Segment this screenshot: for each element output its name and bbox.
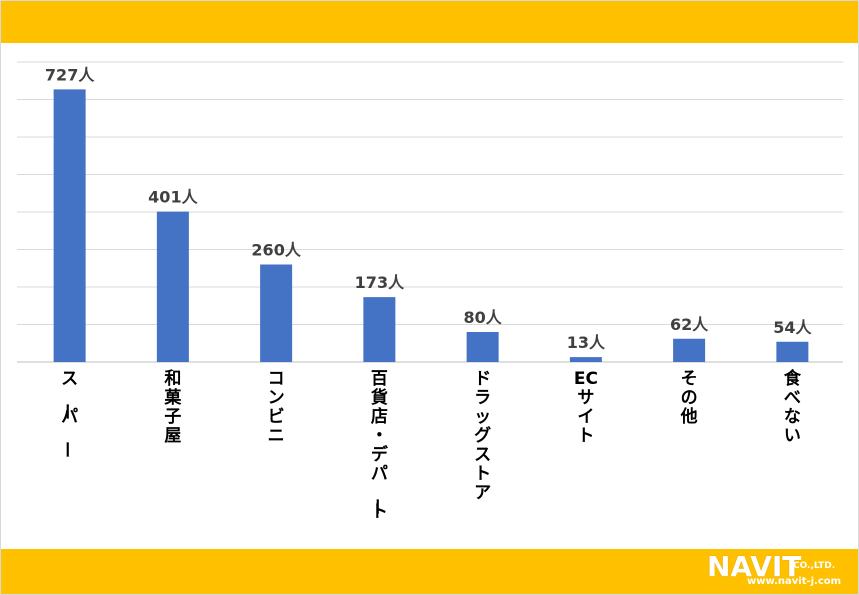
value-label: 62人 (670, 315, 709, 334)
category-label: その他 (680, 369, 698, 427)
navit-logo: NAVIT CO.,LTD. www.navit-j.com (707, 551, 853, 591)
category-label: コンビニ (268, 369, 285, 446)
bar (673, 338, 706, 362)
value-labels: 727人 401人 260人 173人 80人 13人 62人 54人 (45, 65, 813, 352)
bar (569, 357, 602, 362)
value-label: 54人 (773, 318, 812, 337)
gridlines (17, 61, 843, 325)
logo-company: CO.,LTD. (793, 561, 836, 571)
logo-url: www.navit-j.com (747, 576, 842, 587)
bar (53, 89, 86, 362)
bar (260, 264, 293, 362)
header-band (1, 1, 858, 43)
value-label: 173人 (355, 273, 405, 292)
bar (363, 297, 396, 362)
value-label: 80人 (463, 308, 502, 327)
category-label: 和菓子屋 (163, 369, 182, 446)
bar (776, 341, 809, 362)
value-label: 13人 (567, 333, 606, 352)
category-label: ドラッグストア (474, 369, 491, 503)
category-label: 百貨店・デパート (366, 369, 389, 522)
bar (466, 332, 499, 362)
footer-band (1, 549, 858, 594)
bars (53, 89, 809, 362)
category-label: スーパー (56, 369, 78, 458)
value-label: 401人 (148, 188, 198, 207)
bar (156, 211, 189, 362)
value-label: 260人 (251, 241, 301, 260)
category-label: EC サイト (574, 369, 598, 446)
category-label: 食べない (784, 368, 802, 446)
logo-brand: NAVIT (707, 550, 802, 583)
value-label: 727人 (45, 65, 95, 84)
category-labels: スーパー 和菓子屋 コンビニ 百貨店・デパート ドラッグストア EC サイト その他 食べない (56, 368, 802, 522)
